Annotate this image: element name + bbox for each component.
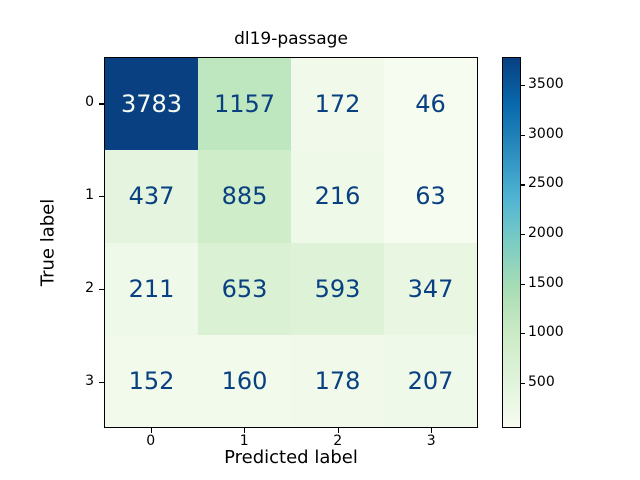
y-tick-mark xyxy=(99,381,104,383)
cell-r2-c0: 211 xyxy=(105,242,198,335)
y-tick-label: 3 xyxy=(85,372,94,389)
cell-r1-c1: 885 xyxy=(198,150,291,243)
colorbar-tick-label: 500 xyxy=(528,373,555,390)
y-tick-label: 0 xyxy=(85,94,94,111)
cell-r3-c0: 152 xyxy=(105,334,198,427)
y-tick-label: 2 xyxy=(85,279,94,296)
colorbar-tick-mark xyxy=(521,382,525,385)
colorbar-tick-mark xyxy=(521,234,525,236)
cell-r3-c3: 207 xyxy=(384,334,477,427)
colorbar-tick-mark xyxy=(521,134,525,136)
colorbar-tick-label: 2000 xyxy=(528,225,564,241)
cell-r3-c2: 178 xyxy=(291,334,384,427)
y-axis-label-text: True label xyxy=(37,198,59,287)
colorbar-tick-mark xyxy=(521,283,525,285)
colorbar-tick-mark xyxy=(521,85,525,87)
colorbar-tick-label: 2500 xyxy=(528,175,564,192)
cell-r1-c2: 216 xyxy=(291,150,384,243)
cell-r2-c2: 593 xyxy=(291,242,384,335)
cell-r2-c1: 653 xyxy=(198,242,291,335)
colorbar-tick-label: 1000 xyxy=(528,324,564,341)
x-axis-label: Predicted label xyxy=(224,447,358,468)
x-tick-mark xyxy=(150,428,152,433)
x-tick-label: 3 xyxy=(426,433,436,449)
cell-r1-c3: 63 xyxy=(384,150,477,243)
heatmap-grid: 3783 1157 172 46 437 885 216 63 211 653 593 347 152 1… xyxy=(104,57,478,428)
cell-r2-c3: 347 xyxy=(384,242,477,335)
colorbar-tick-label: 3000 xyxy=(528,125,564,142)
colorbar-tick-mark xyxy=(521,184,525,186)
cell-r0-c0: 3783 xyxy=(105,58,198,151)
colorbar xyxy=(502,57,521,428)
x-tick-mark xyxy=(431,428,433,433)
cell-r0-c1: 1157 xyxy=(198,58,291,151)
cell-r0-c2: 172 xyxy=(291,58,384,151)
colorbar-tick-mark xyxy=(521,333,525,335)
x-tick-label: 0 xyxy=(146,433,156,449)
y-tick-mark xyxy=(99,196,104,198)
chart-title: dl19-passage xyxy=(234,29,348,49)
x-tick-label: 1 xyxy=(239,433,249,449)
y-tick-mark xyxy=(99,288,104,291)
colorbar-tick-label: 1500 xyxy=(528,274,564,291)
y-tick-mark xyxy=(99,103,104,105)
x-tick-mark xyxy=(244,428,246,433)
cell-r0-c3: 46 xyxy=(384,58,477,151)
cell-r3-c1: 160 xyxy=(198,334,291,427)
x-tick-label: 2 xyxy=(333,433,343,449)
cell-r1-c0: 437 xyxy=(105,150,198,243)
y-tick-label: 1 xyxy=(85,187,94,204)
colorbar-tick-label: 3500 xyxy=(528,76,564,93)
x-tick-mark xyxy=(337,428,339,433)
